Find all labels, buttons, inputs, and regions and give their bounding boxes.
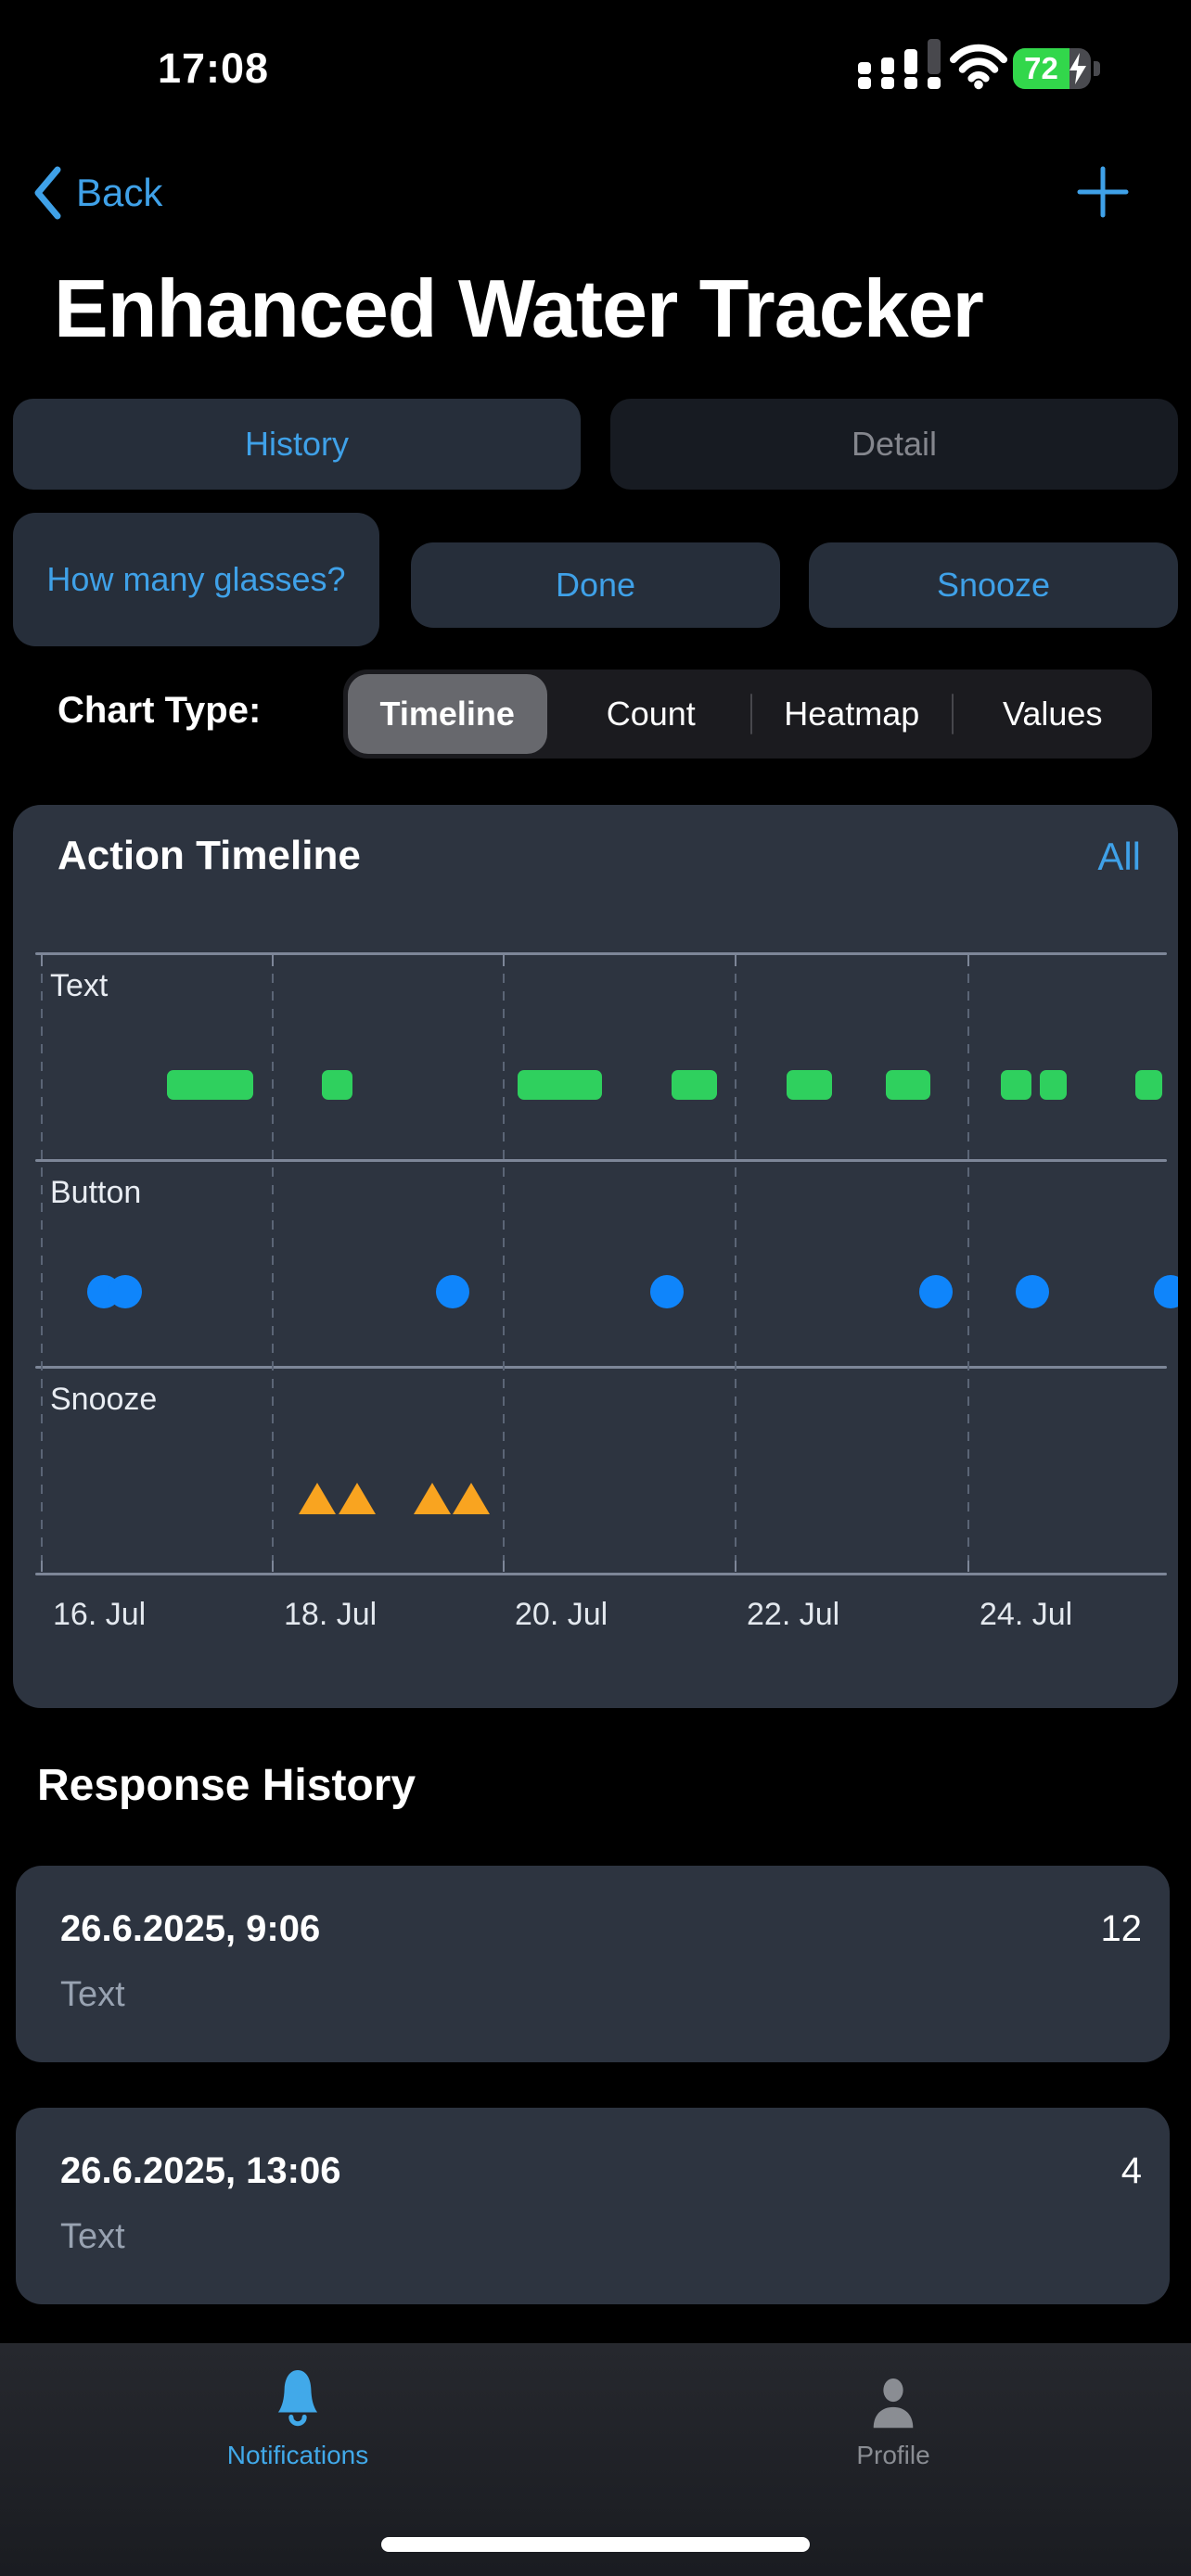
chart-tick (967, 955, 969, 966)
response-count: 12 (1100, 1908, 1143, 1949)
timeline-bar-marker (1040, 1070, 1067, 1100)
response-action-type: Text (60, 1975, 125, 2014)
timeline-dot-marker (1016, 1275, 1049, 1308)
chart-type-label: Chart Type: (58, 690, 262, 731)
chart-tick (41, 1561, 43, 1572)
chart-x-label: 16. Jul (53, 1597, 147, 1632)
chart-row-label: Text (50, 968, 109, 1003)
segment-divider (951, 694, 954, 734)
timeline-bar-marker (672, 1070, 717, 1100)
tab-profile[interactable]: Profile (596, 2344, 1191, 2576)
chart-tick (503, 1561, 505, 1572)
battery-bolt-icon (1067, 53, 1089, 89)
chart-row-label: Button (50, 1175, 142, 1210)
battery-percent: 72 (1024, 51, 1058, 85)
view-tab-history[interactable]: History (13, 399, 581, 490)
chip-snooze[interactable]: Snooze (809, 542, 1178, 628)
chart-row-line (35, 1366, 1167, 1369)
chart-row-line (35, 1573, 1167, 1575)
timeline-bar-marker (167, 1070, 253, 1100)
chart-x-label: 20. Jul (515, 1597, 608, 1632)
timeline-triangle-marker (299, 1483, 336, 1514)
cellular-signal-icon (854, 39, 942, 89)
tab-label: Notifications (226, 2441, 369, 2469)
chart-gridline (272, 956, 274, 1571)
response-history-item[interactable]: 26.6.2025, 13:06 4 Text (16, 2108, 1170, 2304)
timeline-bar-marker (322, 1070, 352, 1100)
timeline-plot: Text Button Snooze 16. Jul 18. Jul 20. Jul 22.… (35, 952, 1178, 1632)
chevron-left-icon (33, 166, 61, 220)
battery-fill (1013, 48, 1069, 89)
response-history-item[interactable]: 26.6.2025, 9:06 12 Text (16, 1866, 1170, 2062)
timeline-bar-marker (518, 1070, 602, 1100)
chip-how-many-glasses[interactable]: How many glasses? (13, 513, 379, 646)
chart-type-segmented-control: Timeline Count Heatmap Values (343, 670, 1152, 759)
timeline-triangle-marker (414, 1483, 451, 1514)
chart-type-segment-values[interactable]: Values (1003, 695, 1103, 733)
chart-type-segment-timeline[interactable]: Timeline (348, 674, 547, 754)
response-timestamp: 26.6.2025, 9:06 (60, 1908, 321, 1949)
timeline-bar-marker (787, 1070, 832, 1100)
action-timeline-card: Action Timeline All Text Button Snooze 16. … (13, 805, 1178, 1708)
chart-tick (41, 955, 43, 966)
chart-row-line (35, 1159, 1167, 1162)
timeline-dot-marker (109, 1275, 142, 1308)
chart-type-segment-heatmap[interactable]: Heatmap (784, 695, 920, 733)
segment-divider (750, 694, 752, 734)
timeline-bar-marker (1135, 1070, 1162, 1100)
home-indicator[interactable] (381, 2537, 810, 2552)
view-tabs: History Detail (13, 399, 1178, 490)
timeline-triangle-marker (339, 1483, 376, 1514)
response-action-type: Text (60, 2217, 125, 2256)
chart-tick (272, 955, 274, 966)
chart-x-label: 24. Jul (980, 1597, 1073, 1632)
chart-tick (503, 955, 505, 966)
chart-tick (735, 1561, 736, 1572)
bell-icon (273, 2363, 323, 2433)
battery-charging-icon: 72 (1013, 48, 1106, 90)
timeline-triangle-marker (453, 1483, 490, 1514)
timeline-bar-marker (886, 1070, 930, 1100)
chart-tick (735, 955, 736, 966)
range-all-button[interactable]: All (1097, 835, 1141, 878)
view-tab-detail[interactable]: Detail (610, 399, 1178, 490)
chart-gridline (967, 956, 969, 1571)
page-title: Enhanced Water Tracker (54, 262, 984, 354)
back-label: Back (76, 171, 163, 214)
person-icon (864, 2363, 922, 2433)
tab-notifications[interactable]: Notifications (0, 2344, 596, 2576)
chart-x-label: 18. Jul (284, 1597, 378, 1632)
add-button[interactable] (1076, 165, 1130, 219)
wifi-icon (950, 44, 1007, 95)
back-button[interactable]: Back (33, 163, 162, 223)
chart-tick (272, 1561, 274, 1572)
tab-label: Profile (856, 2441, 930, 2469)
timeline-dot-marker (919, 1275, 953, 1308)
response-timestamp: 26.6.2025, 13:06 (60, 2150, 341, 2191)
timeline-dot-marker (650, 1275, 684, 1308)
timeline-dot-marker (1154, 1275, 1178, 1308)
chart-gridline (735, 956, 736, 1571)
chip-done[interactable]: Done (411, 542, 780, 628)
tab-bar: Notifications Profile (0, 2343, 1191, 2576)
chart-row-line (35, 952, 1167, 955)
chart-gridline (41, 956, 43, 1571)
response-count: 4 (1121, 2150, 1142, 2191)
status-time: 17:08 (157, 45, 270, 92)
chart-gridline (503, 956, 505, 1571)
timeline-dot-marker (436, 1275, 469, 1308)
timeline-bar-marker (1001, 1070, 1031, 1100)
chart-x-label: 22. Jul (747, 1597, 840, 1632)
card-title: Action Timeline (58, 833, 361, 878)
chart-tick (967, 1561, 969, 1572)
chart-type-segment-count[interactable]: Count (606, 695, 696, 733)
response-history-heading: Response History (37, 1761, 416, 1810)
chart-row-label: Snooze (50, 1382, 158, 1417)
